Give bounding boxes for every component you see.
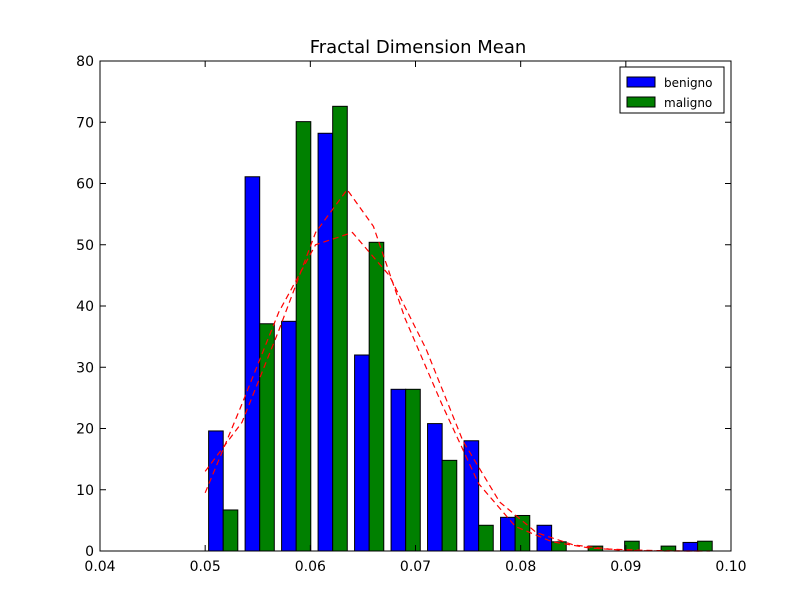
x-tick-label-6: 0.10 [715,559,746,575]
legend-swatch-benigno [626,76,656,88]
bar-benigno-5 [390,388,407,552]
bar-benigno-1 [244,176,261,552]
bar-maligno-3 [332,105,348,552]
bar-benigno-4 [354,354,370,552]
bar-maligno-1 [259,323,275,552]
chart-title: Fractal Dimension Mean [310,37,527,58]
y-tick-label-5: 50 [76,238,94,254]
bars-layer [208,105,713,552]
x-tick-label-5: 0.09 [610,559,641,575]
bar-benigno-6 [427,423,443,552]
legend-label-maligno: maligno [664,96,712,110]
fit-curves-layer [204,188,710,552]
bar-maligno-5 [405,388,421,552]
y-tick-label-3: 30 [76,360,94,376]
bar-maligno-2 [295,121,312,552]
bar-maligno-4 [368,241,385,552]
x-tick-label-2: 0.06 [295,559,326,575]
legend-swatch-maligno [626,96,656,108]
y-tick-label-0: 0 [85,544,94,560]
bar-benigno-3 [317,132,334,552]
x-tick-label-4: 0.08 [505,559,536,575]
bar-benigno-0 [208,430,224,552]
bar-benigno-9 [536,524,553,552]
x-tick-label-3: 0.07 [400,559,431,575]
y-tick-label-7: 70 [76,115,94,131]
bar-maligno-13 [697,540,713,552]
y-tick-label-4: 40 [76,299,94,315]
bar-maligno-0 [222,509,239,552]
legend: benigno maligno [619,66,725,114]
fit-curve-0 [204,231,710,552]
bar-maligno-8 [514,514,531,552]
fit-curve-1 [204,188,700,552]
x-tick-label-0: 0.04 [84,559,115,575]
y-tick-label-1: 10 [76,483,94,499]
bar-maligno-7 [478,524,494,552]
bar-benigno-8 [500,516,516,552]
axis-ticks-layer: 0.04 0.05 0.06 0.07 0.08 0.09 0.10 0 10 20 30 40 50 6… [76,54,746,575]
x-tick-label-1: 0.05 [190,559,221,575]
y-tick-label-2: 20 [76,422,94,438]
legend-label-benigno: benigno [664,76,713,90]
y-tick-label-8: 80 [76,54,94,70]
bar-maligno-6 [441,459,458,552]
bar-benigno-13 [682,541,699,552]
bar-benigno-2 [281,320,297,552]
y-tick-label-6: 60 [76,177,94,193]
